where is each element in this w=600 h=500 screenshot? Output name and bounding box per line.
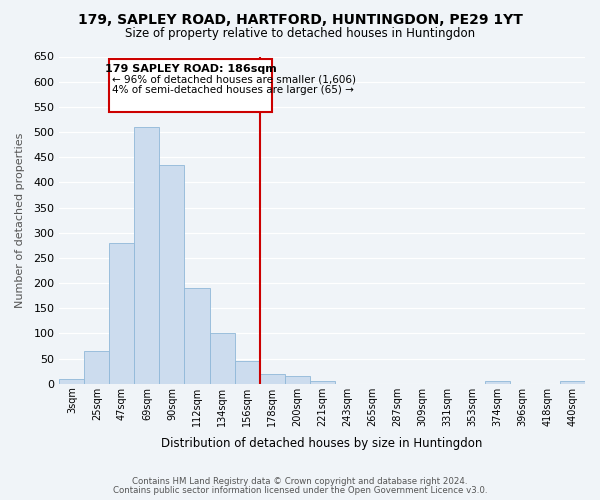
Text: Contains HM Land Registry data © Crown copyright and database right 2024.: Contains HM Land Registry data © Crown c… [132,477,468,486]
Text: ← 96% of detached houses are smaller (1,606): ← 96% of detached houses are smaller (1,… [112,74,356,84]
Text: Size of property relative to detached houses in Huntingdon: Size of property relative to detached ho… [125,28,475,40]
Bar [235,361,260,384]
X-axis label: Distribution of detached houses by size in Huntingdon: Distribution of detached houses by size … [161,437,483,450]
Text: 179 SAPLEY ROAD: 186sqm: 179 SAPLEY ROAD: 186sqm [104,64,277,74]
Text: Contains public sector information licensed under the Open Government Licence v3: Contains public sector information licen… [113,486,487,495]
Text: 4% of semi-detached houses are larger (65) →: 4% of semi-detached houses are larger (6… [112,85,354,95]
Bar [560,381,585,384]
Bar [209,334,235,384]
Bar [85,351,109,384]
Bar [284,376,310,384]
Bar [109,243,134,384]
Bar [134,127,160,384]
Bar [184,288,209,384]
Bar [310,381,335,384]
Bar [260,374,284,384]
Bar [59,378,85,384]
Bar [160,164,184,384]
FancyBboxPatch shape [109,59,272,112]
Text: 179, SAPLEY ROAD, HARTFORD, HUNTINGDON, PE29 1YT: 179, SAPLEY ROAD, HARTFORD, HUNTINGDON, … [77,12,523,26]
Bar [485,381,510,384]
Y-axis label: Number of detached properties: Number of detached properties [15,132,25,308]
